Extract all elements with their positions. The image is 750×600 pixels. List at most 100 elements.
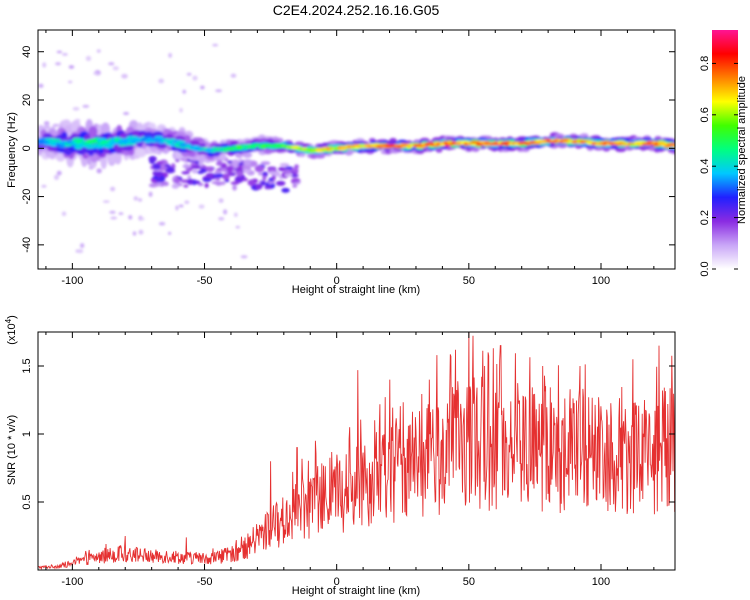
spectrogram-cell: [164, 164, 171, 168]
spectrogram-cell: [290, 167, 299, 172]
spectrogram-cell: [42, 62, 47, 68]
snr-x-tick-label: 50: [463, 576, 475, 588]
spectrogram-panel: -100 -50 0 50 100 -40 -20 0 20 40 Height of stra…: [6, 29, 676, 296]
spectrogram-cell: [109, 210, 116, 214]
colorbar-ramp: [712, 30, 738, 269]
spectrogram-cell: [67, 80, 73, 84]
spectrogram-cell: [242, 169, 251, 174]
spectrogram-cell: [186, 72, 192, 76]
spectrogram-cell: [138, 229, 144, 235]
spectrogram-cell: [260, 161, 271, 166]
spectrogram-cell: [230, 73, 237, 78]
spectrogram-cell: [218, 198, 224, 203]
spectrogram-cell: [55, 62, 62, 66]
spectrogram-cell: [54, 174, 59, 181]
spectrogram-cell: [192, 75, 198, 81]
spectrogram-cell: [268, 181, 274, 185]
spectrogram-cell: [215, 161, 224, 166]
spectrogram-cell: [273, 171, 281, 177]
snr-y-tick-label: 0.5: [21, 494, 33, 509]
spectrogram-y-tick-label: 40: [21, 46, 33, 58]
spectrogram-cell: [264, 185, 272, 190]
spectrogram-cell: [580, 133, 589, 138]
spectrogram-cell: [223, 209, 228, 215]
snr-y-tick-label: 1.5: [21, 358, 33, 373]
spectrogram-cell: [96, 168, 102, 174]
spectrogram-cell: [236, 170, 243, 177]
snr-frame: [37, 331, 676, 571]
spectrogram-cell: [258, 172, 263, 176]
spectrogram-cell: [475, 143, 484, 146]
spectrogram-cell: [175, 205, 179, 211]
spectrogram-y-tick-label: -20: [21, 189, 33, 205]
spectrogram-cell: [314, 153, 326, 159]
spectrogram-cell: [132, 231, 137, 236]
spectrogram-cell: [218, 153, 227, 161]
spectrogram-cell: [204, 183, 209, 189]
spectrogram-cell: [159, 175, 166, 182]
spectrogram-cell: [114, 151, 122, 165]
spectrogram-cell: [292, 184, 298, 188]
spectrogram-cell: [154, 135, 164, 139]
spectrogram-cell: [218, 217, 225, 221]
spectrogram-cell: [648, 146, 656, 152]
spectrogram-cell: [100, 155, 108, 170]
spectrogram-cell: [283, 169, 292, 175]
spectrogram-cell: [233, 212, 238, 217]
spectrogram-cell: [220, 181, 226, 186]
spectrogram-x-tick-label: -100: [61, 275, 83, 287]
spectrogram-cell: [152, 131, 164, 137]
snr-x-ticks: -100 -50 0 50 100: [45, 332, 655, 588]
spectrogram-cell: [192, 169, 198, 174]
spectrogram-cell: [294, 164, 299, 169]
spectrogram-cell: [229, 140, 239, 146]
spectrogram-cell: [182, 89, 187, 94]
spectrogram-cell: [56, 50, 63, 54]
spectrogram-cell: [202, 177, 212, 182]
spectrogram-cells: [38, 43, 675, 259]
svg-text:(x104): (x104): [4, 315, 19, 345]
spectrogram-cell: [194, 180, 201, 185]
spectrogram-cell: [128, 215, 133, 220]
spectrogram-cell: [184, 134, 191, 142]
snr-x-tick-label: 100: [592, 576, 610, 588]
spectrogram-cell: [200, 85, 205, 90]
figure-title: C2E4.2024.252.16.16.G05: [273, 2, 440, 18]
spectrogram-cell: [299, 152, 306, 158]
spectrogram-cell: [110, 216, 118, 220]
spectrogram-y-label: Frequency (Hz): [6, 112, 18, 188]
colorbar: 0.0 0.2 0.4 0.6 0.8 Normalized spectral ampl…: [699, 30, 748, 277]
spectrogram-cell: [88, 126, 98, 138]
spectrogram-x-tick-label: 0: [334, 275, 340, 287]
spectrogram-y-tick-label: 20: [21, 94, 33, 106]
spectrogram-cell: [179, 107, 183, 113]
spectrogram-cell: [133, 196, 138, 201]
spectrogram-x-tick-label: 100: [592, 275, 610, 287]
colorbar-label: Normalized spectral amplitude: [736, 76, 748, 224]
spectrogram-cell: [182, 164, 191, 169]
spectrogram-cell: [254, 183, 263, 190]
spectrogram-cell: [102, 200, 110, 203]
spectrogram-cell: [240, 255, 248, 259]
spectrogram-cell: [80, 243, 85, 249]
spectrogram-cell: [153, 171, 164, 176]
spectrogram-cell: [168, 52, 172, 58]
spectrogram-cell: [235, 225, 240, 229]
spectrogram-cell: [72, 106, 80, 111]
spectrogram-cell: [197, 170, 205, 174]
spectrogram-cell: [139, 217, 145, 221]
spectrogram-cell: [56, 170, 62, 176]
spectrogram-cell: [212, 151, 220, 157]
colorbar-tick-label: 0.0: [699, 261, 711, 276]
snr-y-label: SNR (10 * v/v): [6, 415, 18, 485]
spectrogram-cell: [135, 147, 147, 158]
spectrogram-cell: [226, 166, 234, 172]
spectrogram-cell: [131, 130, 141, 137]
spectrogram-cell: [148, 191, 153, 197]
spectrogram-cell: [118, 212, 124, 215]
spectrogram-cell: [112, 66, 119, 71]
spectrogram-cell: [68, 65, 75, 69]
snr-y-scale-close: ): [6, 315, 18, 319]
spectrogram-cell: [38, 83, 44, 88]
spectrogram-x-tick-label: 50: [463, 275, 475, 287]
